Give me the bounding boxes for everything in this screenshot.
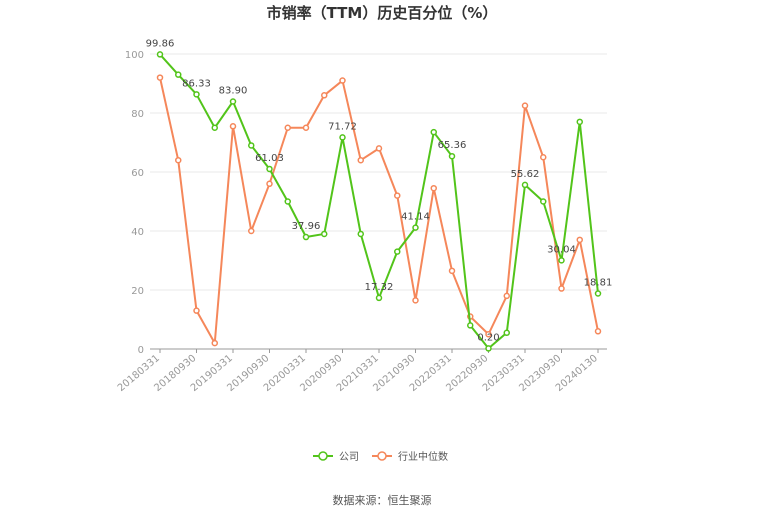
- data-label: 0.20: [477, 332, 499, 343]
- industry-point: [448, 267, 456, 275]
- company-point: [430, 128, 437, 136]
- industry-point: [375, 145, 383, 152]
- industry-point: [248, 227, 255, 235]
- y-tick-label: 80: [131, 109, 144, 120]
- company-point: [175, 71, 182, 78]
- data-label: 41.14: [401, 212, 430, 223]
- industry-point: [430, 184, 437, 192]
- company-point: [394, 248, 401, 255]
- industry-point: [521, 102, 529, 109]
- data-label: 99.86: [146, 38, 175, 49]
- legend-label-company: 公司: [339, 452, 359, 463]
- company-point: [594, 290, 602, 297]
- company-point: [412, 224, 419, 231]
- data-label: 55.62: [511, 169, 540, 180]
- data-label: 30.04: [547, 244, 576, 255]
- industry-point: [229, 123, 237, 130]
- company-point: [503, 329, 510, 337]
- company-point: [284, 198, 291, 205]
- industry-point: [503, 292, 510, 300]
- legend-marker-company: [318, 451, 328, 461]
- industry-point: [540, 154, 547, 161]
- company-point: [375, 294, 383, 302]
- legend-item-company[interactable]: 公司: [313, 451, 359, 463]
- series-group: [156, 51, 602, 352]
- data-label: 86.33: [182, 78, 211, 89]
- industry-point: [412, 297, 419, 304]
- company-point: [467, 322, 474, 329]
- company-point: [248, 142, 255, 149]
- x-axis: 2018033120180930201903312019093020200331…: [116, 348, 607, 394]
- industry-point: [302, 124, 310, 131]
- y-tick-label: 40: [131, 227, 144, 238]
- legend: 公司 行业中位数: [313, 450, 448, 463]
- industry-point: [156, 74, 164, 81]
- industry-point: [339, 77, 346, 84]
- data-label: 18.81: [584, 278, 613, 289]
- data-source: 数据来源：恒生聚源: [333, 493, 432, 507]
- y-tick-label: 60: [131, 168, 144, 179]
- y-tick-label: 100: [125, 50, 144, 61]
- y-tick-label: 0: [138, 345, 144, 356]
- company-point: [558, 257, 565, 264]
- data-label: 65.36: [438, 140, 467, 151]
- industry-point: [558, 285, 565, 292]
- company-point: [266, 165, 273, 173]
- data-label: 17.32: [365, 282, 394, 293]
- data-label: 61.03: [255, 153, 284, 164]
- company-point: [521, 181, 529, 189]
- company-point: [156, 51, 164, 58]
- company-point: [576, 118, 583, 126]
- y-tick-label: 20: [131, 286, 144, 297]
- company-point: [485, 345, 492, 352]
- company-point: [193, 91, 200, 98]
- industry-point: [594, 328, 602, 335]
- data-label: 71.72: [328, 121, 357, 132]
- company-point: [339, 134, 346, 141]
- industry-point: [394, 192, 401, 199]
- company-point: [302, 233, 310, 241]
- y-axis: 0 20 40 60 80 100: [125, 50, 144, 356]
- company-point: [229, 98, 237, 105]
- data-label: 37.96: [292, 221, 321, 232]
- company-point: [357, 230, 364, 238]
- data-labels: 99.86 86.33 83.90 61.03 37.96 71.72 17.32 41.14…: [146, 38, 613, 343]
- industry-point: [266, 180, 273, 188]
- chart-title: 市销率（TTM）历史百分位（%）: [267, 4, 498, 22]
- industry-point: [485, 331, 492, 338]
- industry-point: [211, 339, 218, 347]
- industry-point: [357, 156, 364, 164]
- company-point: [540, 198, 547, 205]
- industry-point: [321, 92, 328, 99]
- industry-point: [193, 307, 200, 314]
- company-point: [321, 230, 328, 238]
- industry-point: [576, 236, 583, 244]
- company-point: [448, 152, 456, 160]
- data-label: 83.90: [219, 85, 248, 96]
- industry-point: [175, 156, 182, 164]
- industry-point: [284, 124, 291, 131]
- legend-marker-industry: [377, 451, 387, 461]
- company-point: [211, 124, 218, 131]
- industry-line: [159, 77, 599, 345]
- legend-item-industry[interactable]: 行业中位数: [372, 450, 448, 463]
- legend-label-industry: 行业中位数: [398, 450, 448, 463]
